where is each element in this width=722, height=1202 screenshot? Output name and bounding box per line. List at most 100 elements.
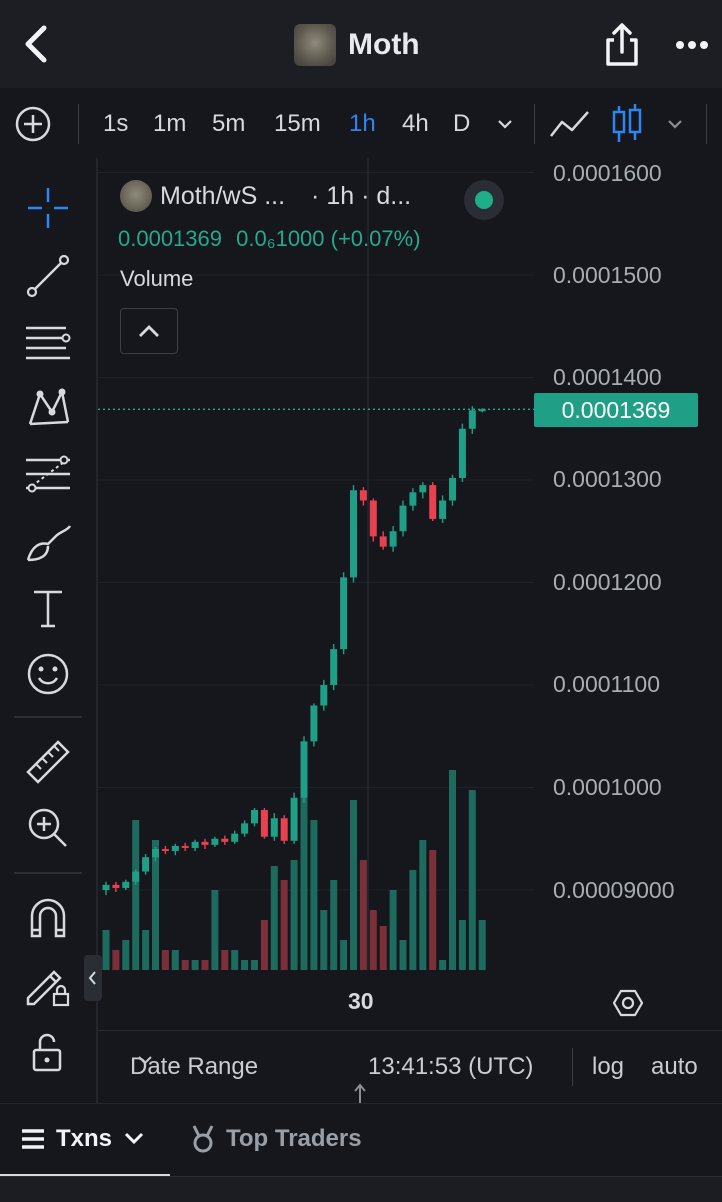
crosshair-icon — [28, 188, 68, 228]
bottom-tabs: Txns Top Traders — [0, 1103, 722, 1202]
collapse-legend-button[interactable] — [120, 308, 178, 354]
volume-bar — [290, 860, 298, 970]
volume-bar — [310, 820, 318, 970]
candle-body — [260, 810, 268, 837]
timeframe-15m[interactable]: 15m — [274, 110, 321, 137]
volume-bar — [112, 950, 120, 970]
magnet-tool[interactable] — [22, 892, 74, 944]
chevron-down-icon — [668, 120, 682, 129]
divider — [706, 104, 707, 144]
volume-bar — [409, 870, 417, 970]
candle-body — [468, 410, 476, 429]
transactions-header-row — [0, 1176, 722, 1202]
utc-clock[interactable]: 13:41:53 (UTC) — [368, 1053, 534, 1080]
lock-open-icon — [32, 1033, 62, 1072]
candle-body — [221, 838, 229, 842]
candlestick-icon — [612, 104, 642, 142]
trend-line-tool[interactable] — [22, 250, 74, 302]
price-chart[interactable]: 0.0001600 0.0001500 0.0001400 0.0001300 … — [98, 158, 722, 1123]
volume-bar — [241, 960, 249, 970]
chart-settings-button[interactable] — [613, 988, 643, 1018]
emoji-tool[interactable] — [22, 648, 74, 700]
candle-body — [270, 818, 278, 837]
toolbar-collapse-handle[interactable] — [84, 955, 102, 1001]
live-status-indicator[interactable] — [464, 180, 504, 220]
chart-type-dropdown-button[interactable] — [664, 114, 686, 134]
back-button[interactable] — [18, 22, 58, 66]
horizontal-lines-tool[interactable] — [22, 316, 74, 368]
volume-bar — [102, 930, 110, 970]
candlestick-chart[interactable] — [98, 158, 722, 978]
chevron-left-icon — [88, 971, 96, 985]
timeframe-1h[interactable]: 1h — [349, 110, 376, 137]
tab-transactions[interactable]: Txns — [0, 1104, 170, 1177]
volume-bar — [458, 920, 466, 970]
log-scale-toggle[interactable]: log — [592, 1053, 625, 1080]
timeframe-1s[interactable]: 1s — [103, 110, 129, 137]
candle-body — [409, 492, 417, 506]
pencil-lock-icon — [26, 970, 70, 1007]
timeframe-5m[interactable]: 5m — [212, 110, 246, 137]
volume-bar — [439, 960, 447, 970]
candle-body — [310, 705, 318, 742]
y-tick-label: 0.0001000 — [553, 774, 662, 800]
crosshair-tool[interactable] — [22, 182, 74, 234]
candle-body — [419, 485, 427, 493]
timeframe-d[interactable]: D — [453, 110, 471, 137]
legend-values: 0.0001369 0.0₆1000 (+0.07%) — [118, 226, 421, 252]
candle-body — [458, 428, 466, 478]
fib-tool[interactable] — [22, 448, 74, 500]
y-tick-label: 0.0001200 — [553, 569, 662, 595]
tab-transactions-label: Txns — [56, 1125, 113, 1152]
candle-body — [152, 849, 159, 858]
share-icon — [606, 23, 638, 66]
measure-tool[interactable] — [22, 736, 74, 788]
magnet-icon — [30, 898, 66, 938]
add-indicator-button[interactable] — [14, 105, 52, 143]
volume-indicator-label: Volume — [120, 266, 194, 291]
lock-drawings-tool[interactable] — [22, 958, 74, 1010]
y-tick-label: 0.0001300 — [553, 466, 662, 492]
candle-body — [112, 884, 120, 888]
legend-pair: Moth/wS ... — [160, 181, 286, 210]
candle-body — [330, 649, 338, 685]
zoom-in-icon — [28, 808, 67, 847]
brush-tool[interactable] — [22, 516, 74, 568]
volume-bar — [211, 890, 219, 970]
volume-bar — [379, 926, 387, 970]
volume-bar — [270, 866, 278, 970]
volume-bar — [221, 950, 229, 970]
timeframe-toolbar: 1s 1m 5m 15m 1h 4h D — [0, 88, 722, 159]
tab-top-traders-label: Top Traders — [226, 1125, 362, 1152]
candle-body — [399, 505, 407, 532]
brush-icon — [26, 525, 72, 562]
text-tool[interactable] — [22, 582, 74, 634]
timeframe-1m[interactable]: 1m — [153, 110, 187, 137]
volume-bar — [389, 890, 397, 970]
volume-bar — [171, 950, 179, 970]
candlestick-chart-button[interactable] — [610, 102, 644, 146]
pattern-tool[interactable] — [22, 382, 74, 434]
share-button[interactable] — [602, 22, 642, 68]
chart-legend-title: Moth/wS ... · 1h · d... — [120, 180, 411, 212]
list-icon — [22, 1129, 44, 1149]
candle-body — [350, 490, 357, 578]
candle-body — [171, 845, 179, 852]
timeframe-4h[interactable]: 4h — [402, 110, 429, 137]
timeframe-dropdown-button[interactable] — [494, 114, 516, 134]
volume-bar — [429, 850, 437, 970]
line-chart-button[interactable] — [548, 106, 592, 142]
zoom-tool[interactable] — [22, 802, 74, 854]
volume-bar — [300, 790, 308, 970]
auto-scale-toggle[interactable]: auto — [651, 1053, 698, 1080]
volume-bar — [478, 920, 486, 970]
volume-bar — [468, 790, 476, 970]
volume-bar — [280, 880, 288, 970]
date-range-button[interactable]: Date Range — [130, 1053, 258, 1081]
more-options-button[interactable] — [672, 30, 712, 60]
volume-bar — [449, 770, 456, 970]
text-icon — [34, 590, 62, 628]
lock-tool[interactable] — [22, 1026, 74, 1078]
volume-bar — [132, 820, 140, 970]
tab-top-traders[interactable]: Top Traders — [190, 1104, 390, 1174]
